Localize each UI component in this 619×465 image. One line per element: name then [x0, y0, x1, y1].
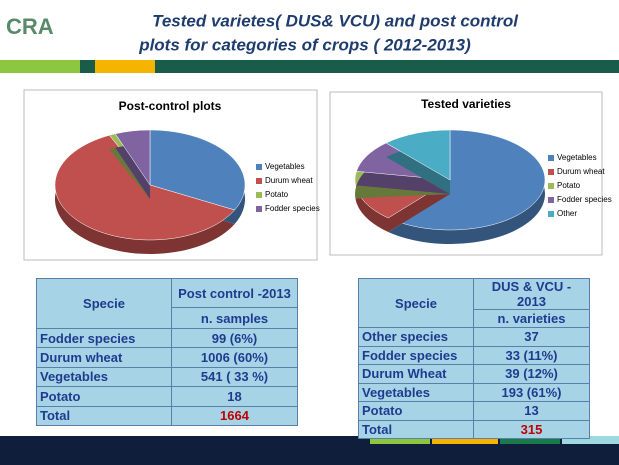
table-cell: 99 (6%): [171, 327, 298, 349]
table-cell: Vegetables: [36, 366, 172, 388]
pie-slice: [149, 129, 246, 211]
legend-label: Fodder species: [557, 195, 612, 204]
band-green: [0, 60, 80, 73]
pie-slice: [385, 129, 451, 181]
table-cell: DUS & VCU - 2013: [473, 278, 590, 310]
table-cell: 39 (12%): [473, 364, 590, 384]
table-cell: Potato: [36, 386, 172, 407]
table-cell: Other species: [358, 327, 474, 347]
table-cell: 315: [473, 419, 590, 439]
table-cell: 18: [171, 386, 298, 407]
title: Tested varietes( DUS& VCU) and post cont…: [152, 11, 519, 30]
footer-stripe: [432, 436, 498, 444]
chart-title: Post-control plots: [119, 99, 222, 113]
legend-swatch: [548, 197, 554, 203]
band: [0, 60, 619, 73]
table-cell: 1664: [171, 405, 298, 426]
legend-label: Fodder species: [265, 204, 320, 213]
legend-label: Potato: [557, 181, 581, 190]
table-cell: 193 (61%): [473, 382, 590, 402]
table-cell: Potato: [358, 401, 474, 421]
legend-swatch: [548, 155, 554, 161]
data-table: Specie Post control -2013 n. samples Fodder…: [36, 278, 298, 426]
table-cell: Post control -2013: [171, 278, 298, 308]
table-cell: n. varieties: [473, 309, 590, 328]
table-cell: 13: [473, 401, 590, 421]
table-cell: n. samples: [171, 307, 298, 329]
chart-title: Tested varieties: [421, 97, 511, 111]
footer-stripe: [562, 436, 619, 444]
legend-label: Durum wheat: [265, 176, 313, 185]
table-cell: Total: [36, 405, 172, 426]
footer-stripe: [370, 436, 430, 444]
table-cell: Total: [358, 419, 474, 439]
legend-label: Vegetables: [265, 162, 305, 171]
table-cell: Fodder species: [358, 345, 474, 365]
legend-label: Other: [557, 209, 577, 218]
pie-slice: [114, 129, 151, 186]
legend-swatch: [548, 169, 554, 175]
legend-swatch: [548, 211, 554, 217]
table-cell: Specie: [358, 278, 474, 328]
logo: CRA: [6, 14, 54, 39]
footer-stripe: [500, 436, 560, 444]
title: plots for categories of crops ( 2012-201…: [138, 35, 471, 54]
table-cell: 37: [473, 327, 590, 347]
data-table: Specie DUS & VCU - 2013 n. varieties Other …: [358, 278, 590, 439]
table-cell: Durum Wheat: [358, 364, 474, 384]
band-yellow: [95, 60, 155, 73]
table-cell: Fodder species: [36, 327, 172, 349]
table-cell: Vegetables: [358, 382, 474, 402]
pie-slice-side: [109, 147, 150, 199]
table-cell: 1006 (60%): [171, 347, 298, 368]
table-cell: 541 ( 33 %): [171, 366, 298, 388]
legend-swatch: [256, 178, 262, 184]
legend-swatch: [256, 164, 262, 170]
legend-label: Potato: [265, 190, 289, 199]
legend-swatch: [256, 206, 262, 212]
legend-label: Durum wheat: [557, 167, 605, 176]
table-cell: Specie: [36, 278, 172, 329]
legend-label: Vegetables: [557, 153, 597, 162]
legend-swatch: [548, 183, 554, 189]
pie-slice-side: [355, 185, 450, 199]
table-cell: Durum wheat: [36, 347, 172, 368]
table-cell: 33 (11%): [473, 345, 590, 365]
legend-swatch: [256, 192, 262, 198]
